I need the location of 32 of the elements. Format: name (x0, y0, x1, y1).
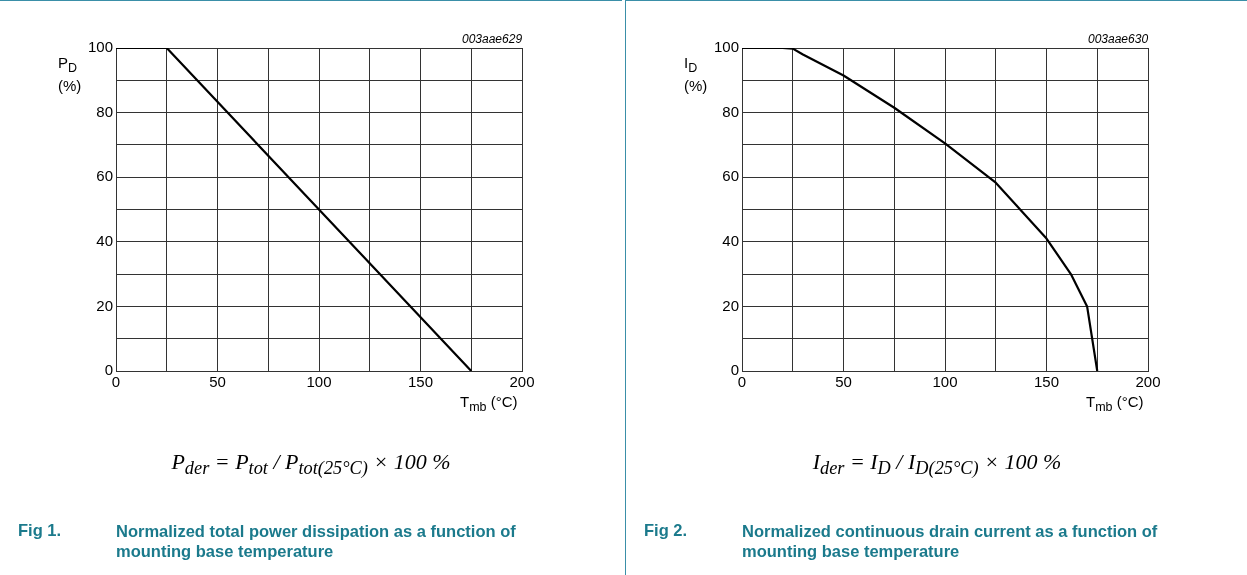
text: I$_{der}$ = I$_{D}$ / I$_{D(25°C)}$ × 100 % (811, 449, 1063, 480)
y-tick-label: 20 (96, 296, 114, 314)
y-tick-label: 40 (722, 231, 740, 249)
text: Normalized total power dissipation as a function of mounting base temperature (116, 521, 517, 561)
y-tick-label: 0 (104, 361, 114, 379)
y-axis-title: P$_{D}$ (%) (58, 54, 82, 94)
y-tick-label: 60 (722, 167, 740, 185)
text: 003aae629 (462, 32, 523, 46)
y-tick-label: 80 (722, 102, 740, 120)
x-tick-label: 150 (407, 373, 434, 391)
caption: Fig 2. (644, 521, 688, 540)
y-tick-label: 80 (96, 102, 114, 120)
y-axis-title: I$_{D}$ (%) (684, 54, 708, 94)
x-tick-label: 50 (835, 373, 852, 391)
x-tick-label: 50 (209, 373, 226, 391)
x-tick-label: 150 (1033, 373, 1060, 391)
x-tick-label: 200 (1135, 373, 1161, 391)
x-axis-title: T$_{mb}$ (°C) (460, 393, 518, 416)
y-tick-label: 60 (96, 167, 114, 185)
y-tick-label: 100 (88, 38, 114, 56)
text: 003aae630 (1088, 32, 1149, 46)
y-tick-label: 40 (96, 231, 114, 249)
text: Normalized continuous drain current as a function of mounting base temperature (742, 521, 1159, 561)
y-tick-label: 0 (730, 361, 740, 379)
x-axis-title: T$_{mb}$ (°C) (1086, 393, 1144, 416)
caption: Fig 1. (18, 521, 62, 540)
y-tick-label: 20 (722, 296, 740, 314)
x-tick-label: 100 (306, 373, 332, 391)
y-tick-label: 100 (714, 38, 740, 56)
text: P$_{der}$ = P$_{tot}$ / P$_{tot(25°C)}$ × 100 % (170, 449, 452, 480)
x-tick-label: 200 (509, 373, 535, 391)
x-tick-label: 100 (932, 373, 958, 391)
